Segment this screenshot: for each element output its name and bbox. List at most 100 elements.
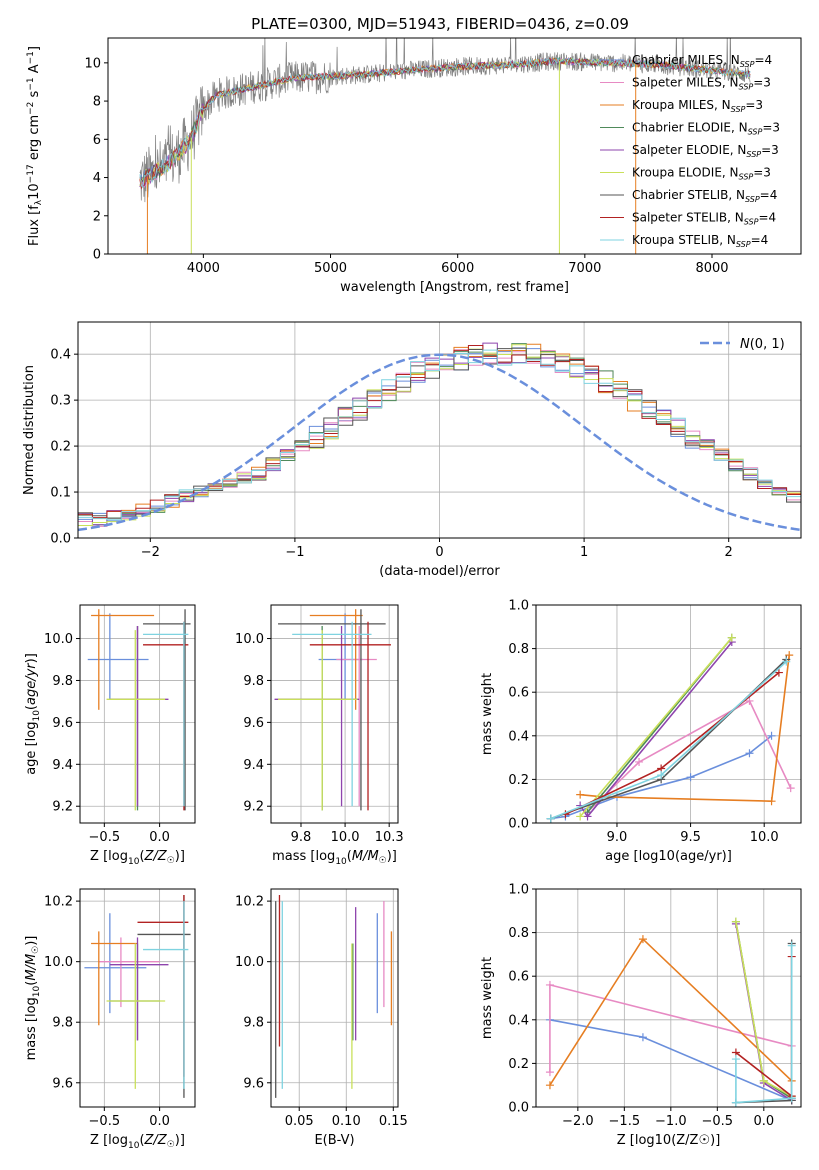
tick-label-y: 9.6 [243, 1076, 264, 1091]
tick-label-y: 0.8 [508, 926, 529, 941]
tick-label-x: 0.0 [149, 830, 170, 845]
tick-label-x: 9.0 [607, 830, 628, 845]
axes-frame [79, 604, 196, 824]
tick-label-y: 9.2 [52, 800, 73, 815]
tick-label-x: 7000 [568, 261, 601, 276]
plot-area-age_vs_Z [87, 609, 191, 811]
tick-label-x: 9.5 [680, 830, 701, 845]
tick-label-y: 1.0 [508, 599, 529, 614]
xlabel-weight_vs_age: age [log10(age/yr)] [605, 849, 732, 864]
legend-label: Kroupa ELODIE, NSSP=3 [632, 166, 771, 182]
tick-label-y: 10.0 [44, 955, 73, 970]
plot-area-weight_vs_age [546, 633, 795, 823]
ylabel-residuals: Normed distribution [22, 365, 37, 495]
axes-frame [535, 888, 802, 1108]
tick-label-x: −2.0 [562, 1114, 594, 1129]
tick-label-y: 0.2 [508, 773, 529, 788]
tick-label-x: 6000 [441, 261, 474, 276]
tick-label-x: −2 [141, 545, 160, 560]
plot-area-mass_vs_ebv [275, 895, 393, 1098]
tick-label-y: 0.6 [508, 970, 529, 985]
tick-label-y: 0.3 [50, 394, 71, 409]
weight-marker [787, 941, 796, 950]
tick-label-y: 1.0 [508, 883, 529, 898]
tick-label-y: 10.0 [235, 632, 264, 647]
weight-marker [767, 797, 776, 806]
tick-label-x: 10.3 [375, 830, 404, 845]
tick-label-x: 10.0 [331, 830, 360, 845]
legend-label: Salpeter MILES, NSSP=3 [632, 76, 771, 92]
tick-label-y: 10.2 [44, 895, 73, 910]
xlabel-spectrum: wavelength [Angstrom, rest frame] [340, 280, 569, 295]
xlabel-age_vs_mass: mass [log10(M/M☉)] [272, 849, 397, 867]
axes-frame [77, 321, 802, 539]
legend-label: Chabrier STELIB, NSSP=4 [632, 188, 777, 204]
tick-label-x: −1.0 [655, 1114, 687, 1129]
tick-label-x: 8000 [695, 261, 728, 276]
tick-label-y: 10.0 [235, 955, 264, 970]
weight-marker [759, 1076, 768, 1085]
xlabel-mass_vs_ebv: E(B-V) [314, 1133, 354, 1148]
weight-marker [786, 784, 795, 793]
observed-spectrum [139, 38, 751, 203]
tick-label-x: 5000 [314, 261, 347, 276]
tick-label-y: 0.1 [50, 486, 71, 501]
weight-marker [638, 1033, 647, 1042]
tick-label-y: 0.4 [508, 729, 529, 744]
plot-area-mass_vs_Z [84, 895, 191, 1098]
weight-line [735, 945, 793, 1104]
tick-label-y: 10.2 [235, 895, 264, 910]
weight-marker [576, 790, 585, 799]
legend-label: Chabrier ELODIE, NSSP=3 [632, 121, 780, 137]
plot-area-residuals [78, 342, 801, 532]
gaussian-curve [78, 353, 801, 532]
tick-label-y: 9.8 [243, 674, 264, 689]
weight-marker [731, 917, 740, 926]
tick-label-y: 9.8 [243, 1016, 264, 1031]
axes-age_vs_Z: −0.5 0.0 9.2 9.4 9.6 9.8 10.0 Z [log10(Z/Z☉)] ag… [24, 604, 196, 867]
weight-marker [774, 668, 783, 677]
tick-label-x: 0.15 [379, 1114, 408, 1129]
legend-spectrum: Chabrier MILES, NSSP=4 Salpeter MILES, NS… [600, 53, 780, 249]
tick-label-x: 0 [435, 545, 443, 560]
legend-label: Chabrier MILES, NSSP=4 [632, 53, 772, 69]
weight-marker [576, 812, 585, 821]
tick-label-y: 4 [93, 171, 101, 186]
weight-marker [583, 812, 592, 821]
figure-title: PLATE=0300, MJD=51943, FIBERID=0436, z=0… [251, 15, 629, 33]
axes-frame [79, 888, 196, 1108]
histogram-step [78, 349, 801, 521]
axes-spectrum: 4000 5000 6000 7000 8000 0 2 4 6 8 10 wavelength [A… [26, 37, 802, 295]
plot-area-weight_vs_Z [545, 917, 796, 1107]
tick-label-x: 1 [580, 545, 588, 560]
tick-label-y: 9.4 [243, 758, 264, 773]
xlabel-residuals: (data-model)/error [379, 564, 500, 579]
tick-label-y: 10 [84, 56, 101, 71]
weight-line [580, 655, 790, 803]
axes-mass_vs_Z: −0.5 0.0 9.6 9.8 10.0 10.2 Z [log10(Z/Z☉)] mass… [24, 888, 196, 1151]
tick-label-y: 0.4 [50, 348, 71, 363]
tick-label-y: 0.6 [508, 686, 529, 701]
axes-frame [270, 888, 399, 1108]
tick-label-x: 10.0 [750, 830, 779, 845]
legend-label: Salpeter STELIB, NSSP=4 [632, 211, 776, 227]
tick-label-y: 9.6 [243, 716, 264, 731]
tick-label-y: 0.4 [508, 1013, 529, 1028]
xlabel-weight_vs_Z: Z [log10(Z/Z☉)] [617, 1133, 721, 1148]
tick-label-y: 9.8 [52, 674, 73, 689]
weight-marker [787, 1094, 796, 1103]
ylabel-weight_vs_age: mass weight [480, 673, 495, 755]
axes-age_vs_mass: 9.8 10.0 10.3 9.2 9.4 9.6 9.8 10.0 mass [log10(M… [235, 604, 404, 867]
tick-label-y: 9.6 [52, 1076, 73, 1091]
ylabel-spectrum: Flux [fλ10−17 erg cm−2 s−1 A−1] [26, 46, 44, 246]
axes-weight_vs_Z: −2.0 −1.5 −1.0 −0.5 0.0 0.0 0.2 0.4 0.6 0.8 1.0 Z [… [480, 883, 802, 1148]
weight-marker [782, 657, 791, 666]
tick-label-y: 6 [93, 133, 101, 148]
weight-marker [727, 633, 736, 642]
xlabel-mass_vs_Z: Z [log10(Z/Z☉)] [90, 1133, 185, 1151]
weight-line [579, 637, 733, 818]
weight-marker [745, 749, 754, 758]
tick-label-y: 8 [93, 95, 101, 110]
